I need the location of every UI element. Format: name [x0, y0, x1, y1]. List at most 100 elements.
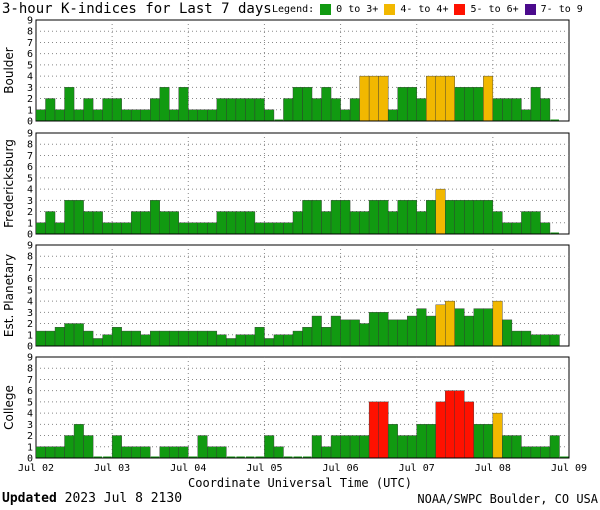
y-tick-label: 0	[27, 117, 33, 128]
kindex-bar	[216, 446, 227, 459]
kindex-bar	[150, 200, 160, 235]
y-tick-label: 3	[27, 196, 33, 207]
kindex-bar	[550, 119, 559, 121]
y-tick-label: 3	[27, 83, 33, 94]
legend-text: 7- to 9	[540, 4, 583, 15]
kindex-bar	[207, 446, 218, 459]
kindex-bar	[511, 330, 522, 347]
kindex-bar	[368, 401, 379, 459]
kindex-bar	[121, 109, 132, 122]
kindex-bar	[292, 211, 303, 235]
kindex-bar	[321, 327, 332, 347]
kindex-bar	[359, 435, 370, 459]
chart-legend: Legend: 0 to 3+ 4- to 4+ 5- to 6+ 7- to …	[272, 4, 583, 15]
kindex-bar	[255, 456, 264, 458]
kindex-bar	[54, 109, 65, 122]
kindex-bar	[130, 109, 141, 122]
kindex-bar	[321, 446, 332, 459]
kindex-bar	[292, 87, 303, 122]
y-tick-label: 6	[27, 274, 33, 285]
kindex-bar	[64, 87, 75, 122]
kindex-bar	[178, 222, 189, 235]
kindex-bar	[530, 446, 541, 459]
kindex-bar	[397, 87, 408, 122]
y-tick-label: 2	[27, 94, 33, 105]
kindex-bar	[169, 211, 179, 235]
kindex-bar	[64, 200, 75, 235]
kindex-bar	[226, 98, 237, 122]
kindex-bar	[406, 87, 417, 122]
updated-time: 2023 Jul 8 2130	[64, 491, 183, 506]
kindex-bar	[216, 211, 227, 235]
y-tick-label: 5	[27, 397, 33, 408]
legend-label: Legend:	[272, 4, 315, 15]
kindex-bar	[64, 323, 75, 347]
legend-text: 4- to 4+	[400, 4, 449, 15]
kindex-bar	[245, 456, 255, 458]
y-tick-label: 1	[27, 218, 33, 229]
kindex-bar	[54, 446, 65, 459]
panel-label: Boulder	[2, 47, 16, 94]
y-tick-label: 7	[27, 263, 33, 274]
kindex-bar	[464, 315, 475, 347]
kindex-bar	[216, 98, 227, 122]
kindex-bar	[283, 222, 294, 235]
kindex-bar	[235, 98, 246, 122]
y-tick-label: 6	[27, 162, 33, 173]
kindex-bar	[188, 109, 199, 122]
kindex-bar	[549, 334, 560, 347]
kindex-bar	[473, 200, 484, 235]
kindex-bar	[406, 315, 417, 347]
kindex-bar	[359, 323, 370, 347]
kindex-bar	[169, 330, 179, 347]
kindex-bar	[140, 334, 151, 347]
kindex-bar	[340, 319, 351, 347]
kindex-bar	[549, 435, 560, 459]
kindex-bar	[521, 446, 532, 459]
kindex-bar	[150, 330, 160, 347]
y-tick-label: 8	[27, 140, 33, 151]
kindex-bar	[35, 109, 46, 122]
legend-item-yellow: 4- to 4+	[384, 4, 448, 15]
y-tick-label: 1	[27, 442, 33, 453]
y-tick-label: 4	[27, 409, 33, 420]
kindex-bar	[321, 211, 332, 235]
kindex-bar	[159, 87, 170, 122]
kindex-bar	[111, 222, 122, 235]
kindex-bar	[264, 338, 275, 347]
y-tick-label: 0	[27, 230, 33, 241]
kindex-bar	[92, 211, 103, 235]
kindex-bar	[197, 330, 208, 347]
chart-title: 3-hour K-indices for Last 7 days	[2, 1, 272, 17]
kindex-bar	[73, 109, 84, 122]
y-tick-label: 1	[27, 330, 33, 341]
kindex-bar	[235, 334, 246, 347]
kindex-bar	[473, 308, 484, 347]
kindex-bar	[54, 222, 65, 235]
kindex-bar	[311, 435, 322, 459]
kindex-bar	[321, 87, 332, 122]
data-source: NOAA/SWPC Boulder, CO USA	[417, 492, 598, 506]
kindex-bar	[169, 109, 179, 122]
kindex-bar	[311, 315, 322, 347]
kindex-bar	[492, 300, 503, 347]
y-tick-label: 5	[27, 173, 33, 184]
x-tick-label: Jul 08	[475, 463, 511, 474]
kindex-bar	[245, 98, 256, 122]
kindex-bar	[378, 200, 389, 235]
kindex-bar	[559, 456, 569, 458]
kindex-bar	[283, 456, 293, 458]
kindex-bar	[311, 200, 322, 235]
kindex-bar	[64, 435, 75, 459]
kindex-bar	[121, 330, 132, 347]
kindex-bar	[454, 87, 465, 122]
kindex-bar	[150, 456, 160, 458]
kindex-bar	[445, 75, 455, 122]
kindex-bar	[111, 98, 122, 122]
kindex-bar	[464, 401, 475, 459]
kindex-bar	[111, 327, 122, 347]
kindex-bar	[83, 330, 94, 347]
kindex-bar	[274, 119, 283, 121]
kindex-bar	[502, 435, 513, 459]
kindex-bar	[349, 98, 360, 122]
